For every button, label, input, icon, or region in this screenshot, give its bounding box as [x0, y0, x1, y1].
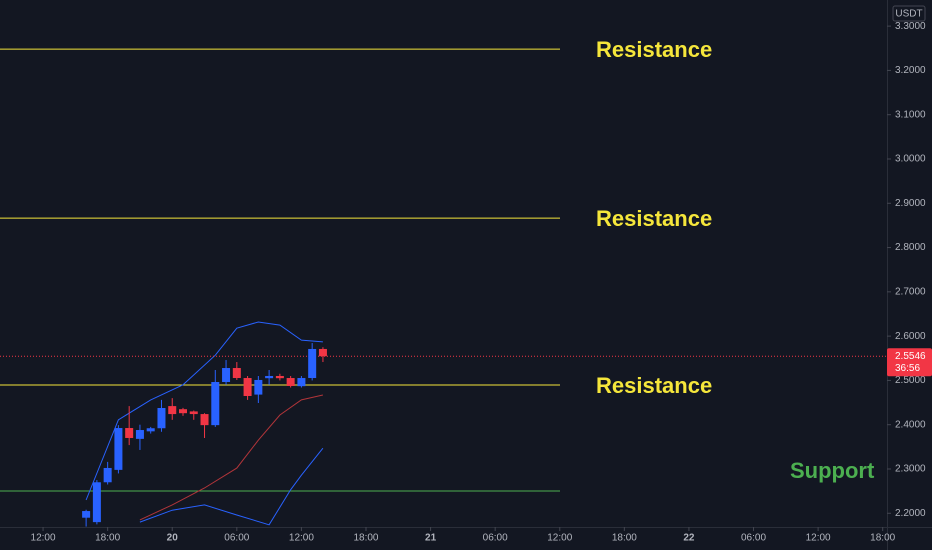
- level-label: Resistance: [596, 206, 712, 231]
- y-tick-label: 2.5000: [895, 375, 926, 386]
- candle-body: [135, 430, 144, 439]
- y-tick-label: 2.3000: [895, 464, 926, 475]
- indicator-line: [139, 447, 324, 526]
- x-tick-label: 06:00: [224, 533, 249, 544]
- candle-body: [232, 368, 241, 379]
- x-tick-label: 06:00: [741, 533, 766, 544]
- currency-label: USDT: [895, 9, 922, 20]
- candle-body: [243, 378, 252, 397]
- x-tick-label: 20: [167, 533, 179, 544]
- y-tick-label: 2.2000: [895, 508, 926, 519]
- candle-body: [254, 379, 263, 395]
- x-tick-label: 12:00: [806, 533, 831, 544]
- currency-box: [892, 5, 926, 22]
- y-tick-label: 3.1000: [895, 109, 926, 120]
- candle-body: [200, 414, 209, 426]
- x-tick-label: 18:00: [870, 533, 895, 544]
- candle-body: [211, 382, 220, 426]
- x-tick-label: 12:00: [31, 533, 56, 544]
- x-tick-label: 18:00: [95, 533, 120, 544]
- x-tick-label: 22: [683, 533, 695, 544]
- candle-body: [92, 482, 101, 523]
- candle-body: [146, 428, 155, 432]
- x-tick-label: 06:00: [483, 533, 508, 544]
- last-price-label: 2.5546: [895, 351, 926, 362]
- y-tick-label: 2.8000: [895, 242, 926, 253]
- candle-body: [318, 348, 327, 357]
- indicator-line: [139, 394, 324, 521]
- indicator-line: [85, 321, 323, 501]
- candle-body: [222, 368, 231, 383]
- y-tick-label: 2.4000: [895, 419, 926, 430]
- y-tick-label: 2.6000: [895, 331, 926, 342]
- x-tick-label: 12:00: [547, 533, 572, 544]
- y-tick-label: 2.7000: [895, 286, 926, 297]
- y-tick-label: 3.2000: [895, 65, 926, 76]
- x-tick-label: 12:00: [289, 533, 314, 544]
- candle-body: [114, 428, 123, 470]
- candle-body: [275, 375, 284, 379]
- y-tick-label: 2.9000: [895, 198, 926, 209]
- candle-body: [265, 375, 274, 379]
- candle-body: [168, 406, 177, 415]
- x-tick-label: 21: [425, 533, 437, 544]
- x-tick-label: 18:00: [353, 533, 378, 544]
- candle-body: [103, 467, 112, 483]
- last-price-tag: [887, 348, 932, 377]
- candle-body: [286, 378, 295, 386]
- candle-body: [297, 378, 306, 387]
- level-label: Support: [790, 458, 875, 483]
- candle-body: [125, 428, 134, 438]
- y-tick-label: 3.3000: [895, 21, 926, 32]
- level-label: Resistance: [596, 37, 712, 62]
- candle-body: [308, 348, 317, 379]
- candle-body: [157, 408, 166, 429]
- candle-body: [189, 411, 198, 415]
- candle-body: [178, 409, 187, 414]
- countdown-label: 36:56: [895, 363, 920, 374]
- y-tick-label: 3.0000: [895, 154, 926, 165]
- x-tick-label: 18:00: [612, 533, 637, 544]
- candle-body: [82, 511, 91, 518]
- level-label: Resistance: [596, 373, 712, 398]
- plot-area: Resistance Resistance Resistance Support: [0, 37, 887, 527]
